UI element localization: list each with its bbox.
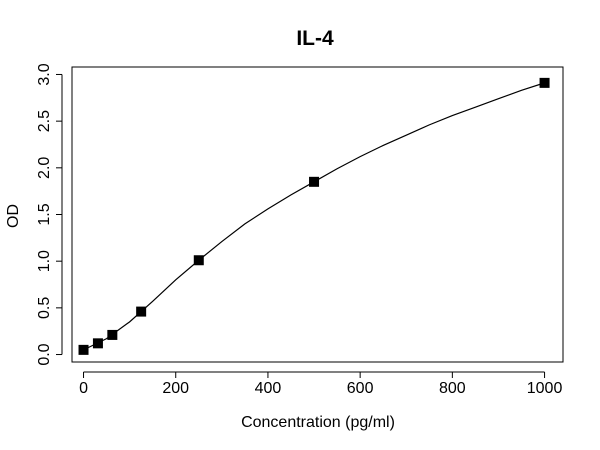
x-tick-label: 0 xyxy=(79,380,88,397)
x-tick-label: 800 xyxy=(439,380,466,397)
x-tick-label: 1000 xyxy=(527,380,563,397)
data-point xyxy=(107,329,118,340)
x-tick-label: 200 xyxy=(162,380,189,397)
data-points xyxy=(78,77,550,355)
x-tick-label: 400 xyxy=(255,380,282,397)
chart-title: IL-4 xyxy=(296,27,334,50)
x-tick-label: 600 xyxy=(347,380,374,397)
y-axis: 0.0 0.5 1.0 1.5 2.0 2.5 3.0 xyxy=(36,63,63,366)
y-axis-label: OD xyxy=(5,204,22,228)
y-tick-label: 2.0 xyxy=(36,157,53,179)
data-point xyxy=(136,306,147,317)
data-point xyxy=(78,344,89,355)
data-point xyxy=(193,255,204,266)
y-tick-label: 3.0 xyxy=(36,63,53,85)
x-axis: 0 200 400 600 800 1000 xyxy=(79,371,563,397)
y-tick-label: 0.5 xyxy=(36,297,53,319)
data-point xyxy=(539,77,550,88)
data-point xyxy=(309,176,320,187)
data-point xyxy=(92,338,103,349)
fit-curve xyxy=(83,82,545,351)
y-tick-label: 0.0 xyxy=(36,343,53,365)
y-tick-label: 1.5 xyxy=(36,203,53,225)
y-tick-label: 2.5 xyxy=(36,110,53,132)
x-axis-label: Concentration (pg/ml) xyxy=(241,414,395,431)
plot-frame xyxy=(71,66,564,363)
y-tick-label: 1.0 xyxy=(36,250,53,272)
